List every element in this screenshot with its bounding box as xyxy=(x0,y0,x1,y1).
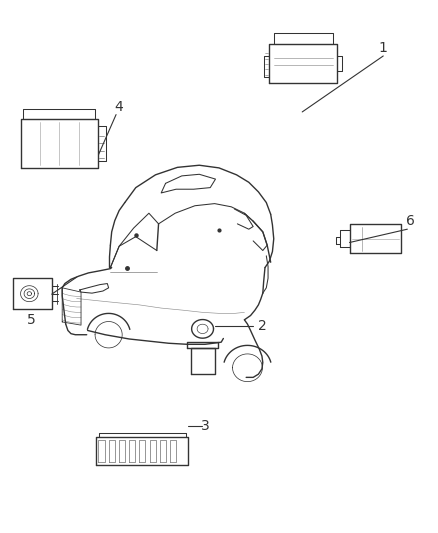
Text: 2: 2 xyxy=(258,319,266,333)
Text: 5: 5 xyxy=(27,313,36,327)
Text: 3: 3 xyxy=(201,419,209,433)
Text: 6: 6 xyxy=(406,214,415,228)
Text: 1: 1 xyxy=(379,41,388,55)
Text: 4: 4 xyxy=(114,100,123,114)
